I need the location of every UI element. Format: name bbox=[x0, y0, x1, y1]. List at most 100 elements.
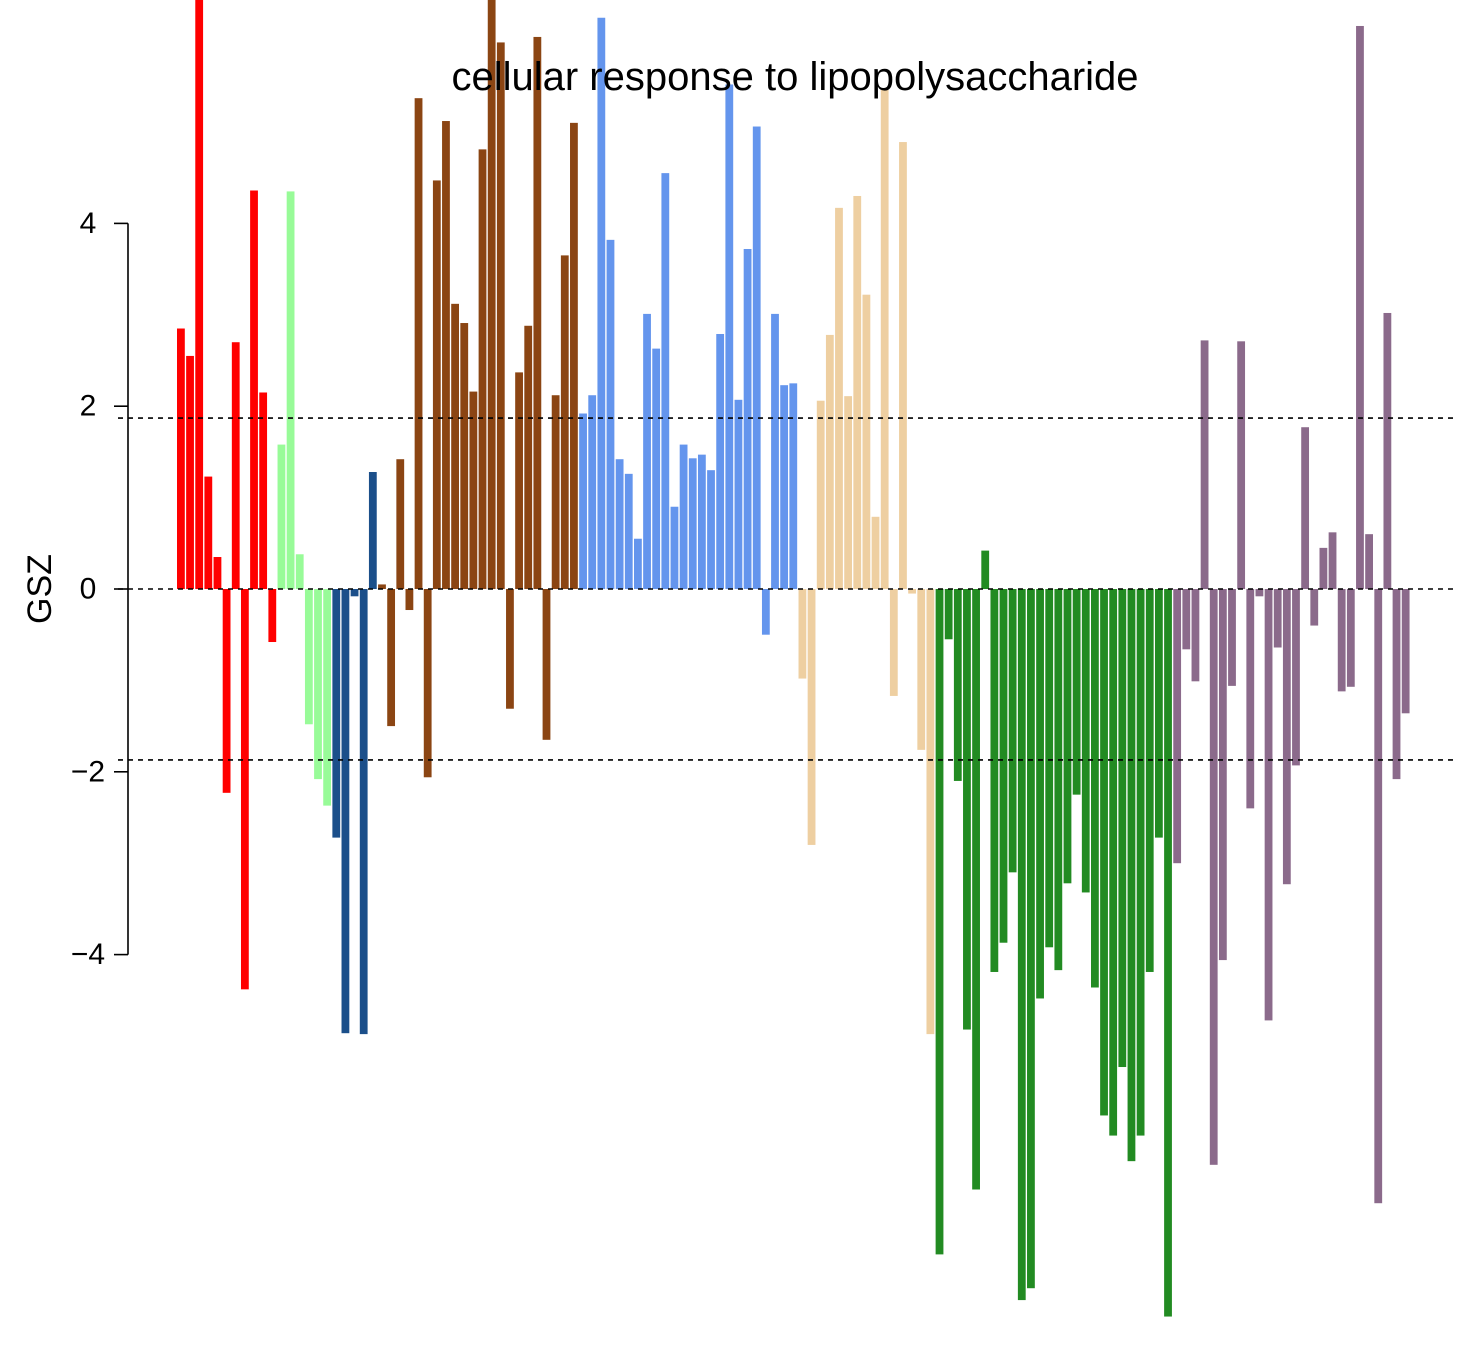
bar-g8-8 bbox=[1237, 341, 1246, 589]
bar-g8-20 bbox=[1346, 589, 1355, 687]
bar-g4-9 bbox=[451, 303, 459, 589]
bar-g5-19 bbox=[743, 248, 752, 590]
bar-g8-21 bbox=[1356, 25, 1364, 590]
bar-g7-18 bbox=[1091, 589, 1099, 988]
bar-g7-4 bbox=[963, 589, 971, 1030]
bar-g6-4 bbox=[825, 334, 834, 589]
bar-g8-15 bbox=[1301, 427, 1310, 589]
bar-g4-12 bbox=[478, 149, 487, 589]
bar-g4-21 bbox=[560, 255, 569, 589]
bar-g5-22 bbox=[771, 313, 779, 589]
bar-g7-13 bbox=[1045, 589, 1054, 948]
bar-g8-13 bbox=[1282, 589, 1291, 885]
bar-g4-22 bbox=[570, 122, 578, 590]
bar-g4-18 bbox=[533, 36, 542, 589]
bar-g7-16 bbox=[1072, 589, 1081, 795]
bar-g4-20 bbox=[551, 395, 560, 589]
bar-g6-12 bbox=[899, 142, 907, 590]
bar-g6-8 bbox=[862, 294, 871, 589]
reference-lines bbox=[118, 417, 1458, 761]
bar-g6-9 bbox=[871, 516, 880, 589]
bar-g3-3 bbox=[350, 589, 359, 597]
bar-g5-6 bbox=[624, 473, 633, 589]
bar-g8-6 bbox=[1218, 589, 1227, 961]
bar-g8-2 bbox=[1182, 589, 1191, 650]
bar-g5-1 bbox=[579, 413, 587, 589]
bar-g7-3 bbox=[953, 589, 962, 781]
bar-g4-5 bbox=[414, 98, 423, 590]
bar-g5-21 bbox=[761, 589, 770, 635]
bar-g5-5 bbox=[615, 459, 624, 589]
bar-g7-21 bbox=[1118, 589, 1127, 1068]
bar-g5-14 bbox=[697, 454, 706, 589]
bar-g7-7 bbox=[990, 589, 999, 972]
bar-g2-6 bbox=[323, 589, 332, 806]
bar-g2-4 bbox=[304, 589, 313, 725]
bar-g7-5 bbox=[972, 589, 980, 1190]
bar-g6-1 bbox=[798, 589, 807, 679]
bar-g8-22 bbox=[1365, 534, 1373, 589]
bar-g5-8 bbox=[643, 313, 651, 589]
bar-g1-8 bbox=[240, 589, 249, 990]
bar-g8-3 bbox=[1191, 589, 1200, 682]
bar-g4-2 bbox=[387, 589, 396, 727]
bar-g8-1 bbox=[1173, 589, 1182, 864]
bar-g7-19 bbox=[1100, 589, 1108, 1116]
chart-title: cellular response to lipopolysaccharide bbox=[451, 55, 1138, 99]
bar-g1-3 bbox=[195, 0, 204, 589]
bar-g5-2 bbox=[588, 395, 597, 589]
bar-g3-5 bbox=[368, 472, 377, 589]
bar-g1-4 bbox=[204, 476, 213, 589]
bar-g2-2 bbox=[286, 191, 295, 589]
bar-g8-16 bbox=[1310, 589, 1319, 626]
bar-g2-3 bbox=[295, 554, 304, 589]
bar-g5-9 bbox=[652, 348, 661, 589]
bar-g6-7 bbox=[853, 195, 862, 590]
bar-g6-2 bbox=[807, 589, 816, 845]
bar-g3-4 bbox=[359, 589, 368, 1035]
bar-g6-13 bbox=[908, 589, 916, 594]
y-tick-label: 0 bbox=[80, 573, 97, 606]
bar-g5-15 bbox=[707, 470, 715, 589]
bar-g4-17 bbox=[524, 325, 533, 589]
bar-g5-20 bbox=[752, 126, 761, 590]
bar-g4-11 bbox=[469, 391, 478, 589]
bar-g4-19 bbox=[542, 589, 551, 740]
bar-g8-23 bbox=[1374, 589, 1383, 1204]
bar-g4-15 bbox=[506, 589, 514, 709]
bar-g8-7 bbox=[1228, 589, 1236, 686]
bar-g4-6 bbox=[423, 589, 432, 778]
bar-g5-16 bbox=[716, 333, 725, 589]
bar-g7-20 bbox=[1109, 589, 1118, 1136]
bar-g7-25 bbox=[1154, 589, 1163, 838]
bar-g3-2 bbox=[341, 589, 350, 1034]
bar-g5-7 bbox=[634, 538, 642, 589]
y-tick-label: −2 bbox=[71, 755, 105, 788]
bar-g5-10 bbox=[661, 173, 670, 589]
bar-g7-23 bbox=[1136, 589, 1145, 1136]
bar-g1-10 bbox=[259, 392, 268, 589]
bar-g6-10 bbox=[880, 88, 889, 589]
bar-g8-4 bbox=[1200, 340, 1209, 589]
bar-g6-6 bbox=[844, 396, 853, 589]
bar-g4-1 bbox=[378, 584, 386, 589]
bar-g3-1 bbox=[332, 589, 341, 838]
bar-g7-9 bbox=[1008, 589, 1017, 873]
bar-g6-15 bbox=[926, 589, 935, 1035]
y-tick-label: −4 bbox=[71, 938, 105, 971]
bar-g7-24 bbox=[1145, 589, 1154, 972]
bar-g5-23 bbox=[780, 385, 789, 589]
bar-g4-4 bbox=[405, 589, 414, 611]
y-axis-title: GSZ bbox=[21, 554, 59, 624]
bar-g2-1 bbox=[277, 444, 286, 589]
bar-g5-24 bbox=[789, 383, 798, 589]
bar-g1-6 bbox=[222, 589, 231, 793]
bar-g4-8 bbox=[442, 121, 450, 589]
bar-g7-1 bbox=[935, 589, 944, 1255]
bar-g8-24 bbox=[1383, 312, 1392, 589]
bar-g1-1 bbox=[177, 328, 185, 589]
bar-g2-5 bbox=[314, 589, 322, 780]
bar-g7-15 bbox=[1063, 589, 1072, 884]
bar-g8-11 bbox=[1264, 589, 1273, 1021]
